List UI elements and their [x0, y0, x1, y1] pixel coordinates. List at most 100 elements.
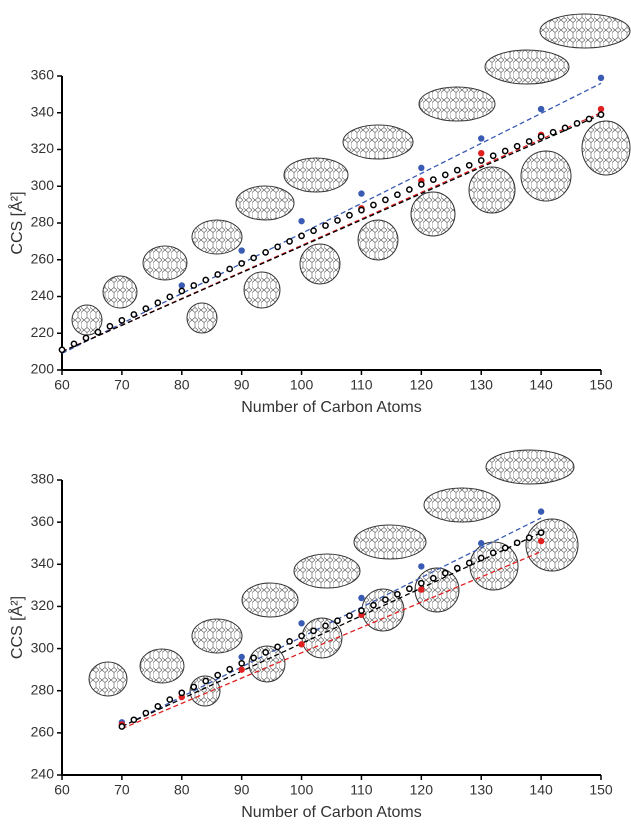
- open-point: [190, 683, 198, 691]
- open-point: [394, 590, 401, 598]
- open-point: [370, 601, 377, 609]
- y-tick-label: 360: [31, 67, 55, 83]
- molecule: [485, 449, 575, 485]
- x-tick-label: 110: [350, 782, 373, 798]
- point: [418, 563, 425, 570]
- point: [238, 666, 245, 673]
- open-point: [238, 260, 246, 267]
- open-point: [118, 317, 126, 324]
- open-point: [346, 612, 353, 620]
- molecule: [423, 487, 501, 523]
- open-point: [537, 133, 545, 140]
- plots: 60 70 80 90 100 110 120 130 140 150 200 220 240 260 28…: [7, 67, 613, 822]
- open-point: [94, 328, 102, 336]
- trend-line: [61, 113, 602, 353]
- trend-line: [121, 551, 542, 730]
- x-tick-label: 150: [589, 377, 613, 393]
- y-tick-label: 280: [31, 214, 55, 230]
- molecule: [189, 675, 221, 707]
- open-point: [429, 574, 437, 582]
- open-point: [441, 569, 449, 577]
- molecule: [520, 150, 572, 202]
- y-tick-label: 340: [31, 555, 55, 571]
- open-point: [489, 549, 497, 557]
- open-point: [525, 138, 533, 145]
- scatter-chart: 60 70 80 90 100 110 120 130 140 150 200 220 240 260 28…: [7, 67, 613, 417]
- molecule: [241, 582, 299, 618]
- point: [238, 653, 245, 661]
- y-axis-label: CCS [Å²]: [7, 596, 26, 659]
- open-point: [142, 709, 150, 717]
- x-tick-label: 120: [410, 782, 434, 798]
- open-point: [178, 287, 186, 295]
- molecule: [357, 219, 399, 261]
- open-point: [250, 654, 257, 662]
- open-point: [394, 191, 401, 199]
- y-tick-label: 320: [31, 597, 55, 613]
- point: [298, 620, 305, 627]
- open-point: [358, 607, 365, 614]
- x-tick-label: 120: [410, 377, 434, 393]
- open-point: [274, 643, 281, 651]
- y-tick-label: 260: [31, 250, 55, 266]
- y-tick-label: 300: [31, 639, 55, 655]
- molecule: [88, 661, 128, 697]
- molecule: [139, 648, 185, 684]
- open-point: [178, 689, 186, 697]
- y-tick-label: 320: [31, 140, 55, 156]
- x-tick-label: 140: [529, 377, 553, 393]
- open-point: [226, 265, 234, 273]
- open-point: [429, 176, 437, 183]
- open-point: [322, 222, 329, 229]
- open-point: [406, 186, 413, 193]
- x-tick-label: 90: [234, 782, 250, 798]
- open-point: [166, 293, 174, 301]
- point: [358, 594, 365, 602]
- molecule: [468, 166, 516, 214]
- open-point: [597, 111, 605, 118]
- y-tick-label: 280: [31, 681, 55, 697]
- open-point: [82, 334, 90, 342]
- point: [597, 74, 605, 82]
- molecule: [469, 541, 519, 591]
- x-tick-label: 100: [290, 782, 314, 798]
- open-point: [501, 147, 509, 155]
- open-point: [298, 232, 305, 240]
- molecule: [191, 618, 243, 654]
- x-tick-label: 150: [589, 782, 613, 798]
- open-point: [262, 249, 269, 256]
- open-point: [501, 544, 509, 552]
- x-tick-label: 100: [290, 377, 314, 393]
- open-point: [58, 346, 66, 354]
- scatter-chart: 60 70 80 90 100 110 120 130 140 150 240 260 280 300 32…: [7, 471, 613, 822]
- open-point: [154, 702, 162, 710]
- y-tick-label: 380: [31, 471, 55, 487]
- open-point: [537, 529, 545, 537]
- open-point: [262, 649, 269, 656]
- molecule: [293, 553, 361, 589]
- open-point: [274, 243, 281, 251]
- point: [537, 508, 545, 515]
- open-point: [417, 181, 425, 188]
- y-tick-label: 360: [31, 513, 55, 529]
- y-tick-label: 200: [31, 361, 55, 377]
- x-tick-label: 130: [470, 377, 494, 393]
- x-tick-label: 60: [54, 377, 70, 393]
- x-tick-label: 70: [114, 377, 130, 393]
- open-point: [286, 238, 293, 245]
- open-point: [549, 128, 557, 136]
- open-point: [477, 157, 485, 164]
- open-point: [513, 539, 521, 547]
- molecule: [235, 185, 295, 221]
- open-point: [214, 671, 222, 679]
- point: [597, 105, 605, 113]
- molecule: [353, 524, 427, 560]
- open-point: [417, 579, 425, 587]
- molecule: [283, 157, 349, 193]
- open-point: [334, 217, 341, 224]
- y-tick-label: 240: [31, 287, 55, 303]
- open-point: [489, 152, 497, 160]
- molecule: [142, 245, 188, 281]
- x-tick-label: 130: [470, 782, 494, 798]
